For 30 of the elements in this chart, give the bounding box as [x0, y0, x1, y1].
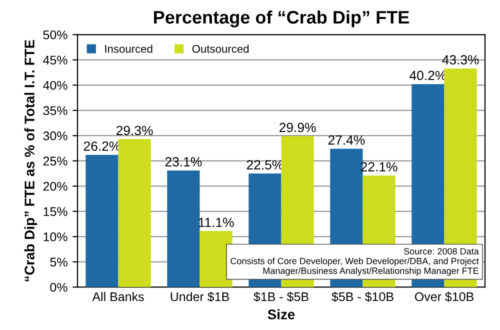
- y-tick-label: 20%: [43, 182, 68, 191]
- y-tick-label: 45%: [43, 56, 68, 65]
- chart-title: Percentage of “Crab Dip” FTE: [154, 10, 409, 28]
- annotation: Source: 2008 Data Consists of Core Developer, Web Developer/DBA, and Project Manager/Business Analyst/Relationship Manager FTE: [230, 248, 479, 276]
- x-tick-label: Under $1B: [170, 292, 229, 302]
- y-tick-label: 25%: [43, 156, 68, 166]
- y-tick-label: 35%: [43, 106, 68, 116]
- y-tick-label: 40%: [43, 80, 68, 90]
- y-tick-label: 10%: [44, 232, 68, 242]
- x-axis-title: Size: [268, 309, 295, 320]
- bar: [86, 154, 118, 288]
- bar: [167, 170, 200, 288]
- y-tick-label: 15%: [44, 207, 68, 216]
- data-label: 43.3%: [442, 55, 479, 64]
- x-tick-label: $1B - $5B: [254, 292, 308, 302]
- y-tick-label: 0%: [50, 282, 68, 292]
- x-tick-label: All Banks: [92, 292, 144, 302]
- y-tick-label: 30%: [43, 131, 68, 140]
- y-axis-title: “Crab Dip” FTE as % of Total I.T. FTE: [24, 40, 38, 282]
- legend-label: Insourced: [105, 44, 152, 53]
- y-tick-label: 50%: [43, 30, 68, 40]
- data-label: 29.9%: [280, 122, 316, 132]
- x-tick-label: $5B - $10B: [332, 292, 394, 302]
- data-label: 27.4%: [328, 135, 365, 145]
- bar: [118, 139, 151, 288]
- y-tick-label: 5%: [50, 258, 68, 267]
- data-label: 29.3%: [116, 126, 153, 136]
- data-label: 23.1%: [165, 157, 202, 166]
- x-tick-label: Over $10B: [414, 292, 474, 302]
- legend-label: Outsourced: [192, 44, 249, 53]
